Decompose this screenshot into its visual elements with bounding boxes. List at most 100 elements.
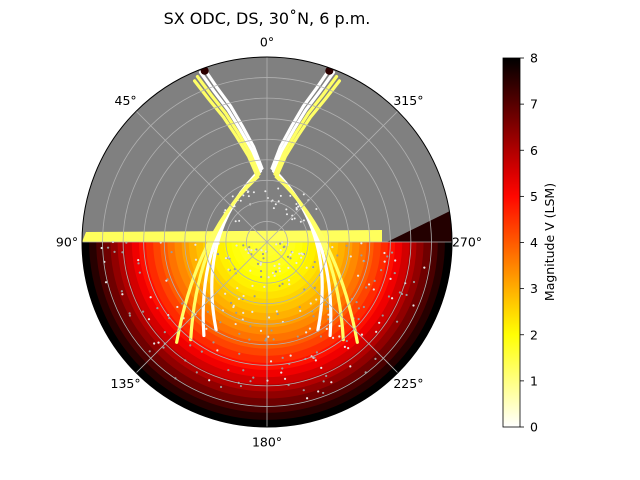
- star-point: [343, 345, 346, 348]
- star-point: [289, 354, 292, 357]
- star-point: [356, 274, 360, 277]
- star-point: [412, 304, 415, 307]
- angular-gridline: [135, 110, 268, 243]
- star-point: [181, 302, 184, 305]
- star-point: [289, 194, 292, 197]
- star-point: [313, 356, 316, 359]
- star-point: [208, 379, 211, 382]
- star-point: [405, 293, 408, 297]
- star-point: [271, 271, 274, 275]
- star-point: [293, 217, 296, 220]
- star-point: [262, 257, 265, 260]
- star-point: [261, 252, 265, 256]
- star-point: [277, 187, 280, 190]
- star-point: [302, 389, 305, 392]
- star-point: [232, 304, 235, 307]
- star-point: [166, 278, 169, 281]
- star-point: [393, 271, 396, 275]
- magnitude-band: [387, 210, 452, 242]
- theta-tick-label: 180°: [252, 435, 282, 450]
- star-point: [273, 274, 276, 277]
- star-point: [295, 203, 298, 206]
- star-point: [291, 218, 294, 221]
- star-point: [259, 263, 262, 266]
- star-point: [305, 266, 308, 269]
- star-point: [244, 248, 247, 251]
- star-point: [299, 220, 302, 223]
- star-point: [275, 310, 278, 313]
- star-point: [327, 318, 330, 321]
- star-point: [398, 291, 401, 294]
- star-point: [231, 195, 234, 198]
- star-point: [365, 286, 368, 289]
- colorbar: 0 1 2 3 4 5 6 7 8 Magnitude V (LSM): [502, 51, 557, 435]
- star-point: [247, 190, 250, 193]
- star-point: [372, 288, 375, 291]
- star-point: [378, 321, 381, 324]
- star-point: [299, 309, 302, 313]
- star-point: [295, 207, 298, 210]
- star-point: [281, 356, 284, 359]
- star-point: [315, 207, 318, 210]
- star-point: [260, 249, 263, 252]
- star-point: [360, 333, 364, 336]
- star-point: [149, 296, 152, 299]
- star-point: [285, 213, 288, 216]
- star-point: [288, 283, 291, 286]
- star-point: [242, 244, 245, 247]
- star-point: [283, 245, 286, 248]
- colorbar-tick-label: 8: [530, 51, 538, 66]
- star-point: [176, 305, 179, 309]
- star-point: [331, 336, 335, 339]
- star-point: [302, 193, 305, 196]
- star-point: [300, 256, 303, 259]
- star-point: [345, 244, 348, 247]
- star-point: [330, 381, 333, 384]
- star-point: [302, 219, 305, 222]
- star-point: [281, 282, 284, 285]
- star-point: [121, 251, 124, 254]
- star-point: [236, 286, 239, 290]
- star-point: [287, 266, 290, 269]
- star-point: [278, 263, 281, 266]
- star-point: [295, 261, 298, 265]
- star-point: [394, 259, 397, 262]
- star-point: [279, 242, 282, 245]
- star-point: [412, 280, 416, 284]
- star-point: [205, 327, 208, 330]
- star-point: [285, 208, 288, 211]
- star-point: [278, 270, 281, 273]
- star-point: [367, 283, 371, 286]
- star-point: [313, 260, 316, 264]
- star-point: [250, 249, 253, 252]
- polar-grid: [82, 57, 452, 427]
- star-point: [207, 296, 210, 300]
- star-point: [347, 347, 350, 350]
- star-point: [189, 344, 192, 347]
- star-point: [279, 249, 282, 252]
- star-point: [153, 342, 156, 345]
- star-point: [206, 310, 209, 314]
- colorbar-tick-label: 0: [530, 420, 538, 435]
- star-point: [195, 371, 198, 374]
- star-point: [219, 321, 222, 324]
- star-point: [305, 331, 308, 334]
- star-point: [345, 339, 348, 343]
- star-point: [386, 255, 389, 258]
- star-point: [289, 257, 292, 260]
- star-point: [301, 253, 304, 256]
- star-point: [267, 276, 270, 279]
- star-point: [363, 259, 366, 263]
- star-point: [248, 338, 251, 341]
- star-point: [338, 335, 341, 338]
- star-point: [267, 316, 271, 319]
- star-point: [113, 250, 116, 253]
- star-point: [100, 246, 103, 250]
- star-point: [249, 380, 252, 383]
- star-point: [212, 341, 215, 344]
- star-point: [270, 329, 273, 332]
- star-point: [256, 262, 260, 265]
- star-point: [375, 330, 378, 333]
- star-point: [252, 376, 255, 379]
- star-point: [276, 312, 279, 316]
